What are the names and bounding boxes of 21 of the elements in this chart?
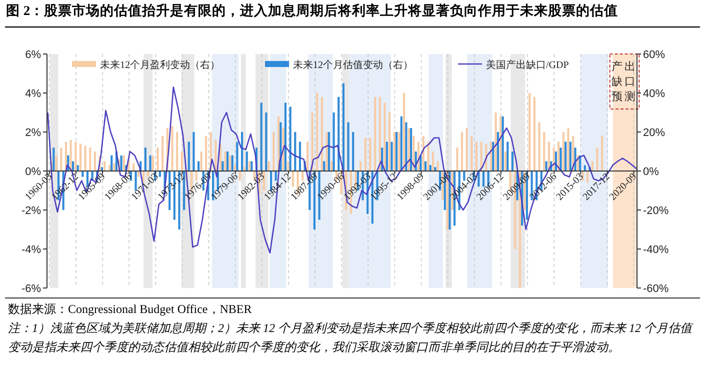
y2-tick-label: -60% [643,283,669,295]
y2-tick-label: -20% [643,205,669,217]
y-tick-label: 0% [25,166,42,178]
y2-tick-label: 60% [643,49,666,61]
y-tick-label: 2% [25,127,42,139]
legend-label: 美国产出缺口/GDP [486,59,570,71]
y2-tick-label: 0% [643,166,660,178]
chart-title: 图 2：股票市场的估值抬升是有限的，进入加息周期后将利率上升将显著负向作用于未来股票的估值 [6,2,620,20]
y-tick-label: -6% [21,283,42,295]
band-label: 产出缺口预测 [612,60,638,103]
y-tick-label: -2% [21,205,42,217]
y-tick-label: -4% [21,244,42,256]
legend-label: 未来12个月估值变动（右） [293,59,413,71]
legend-label: 未来12个月盈利变动（右） [100,59,220,71]
source-note: 数据来源：Congressional Budget Office，NBER [8,301,253,318]
y2-tick-label: 40% [643,88,666,100]
y2-tick-label: -40% [643,244,669,256]
y2-tick-label: 20% [643,127,666,139]
y-tick-label: 4% [25,88,42,100]
y-tick-label: 6% [25,49,42,61]
text: 注：1）浅蓝色区域为美联储加息周期；2）未来 12 个月盈利变动是指未来四个季度相较此前四个季度的变化，而未来 12 个月估值变动是指未来四个季度的动态估值相较此前四个季度的变化，我们采取滚动窗口而非单季同比的目的在于平滑波动。 [8,320,694,356]
